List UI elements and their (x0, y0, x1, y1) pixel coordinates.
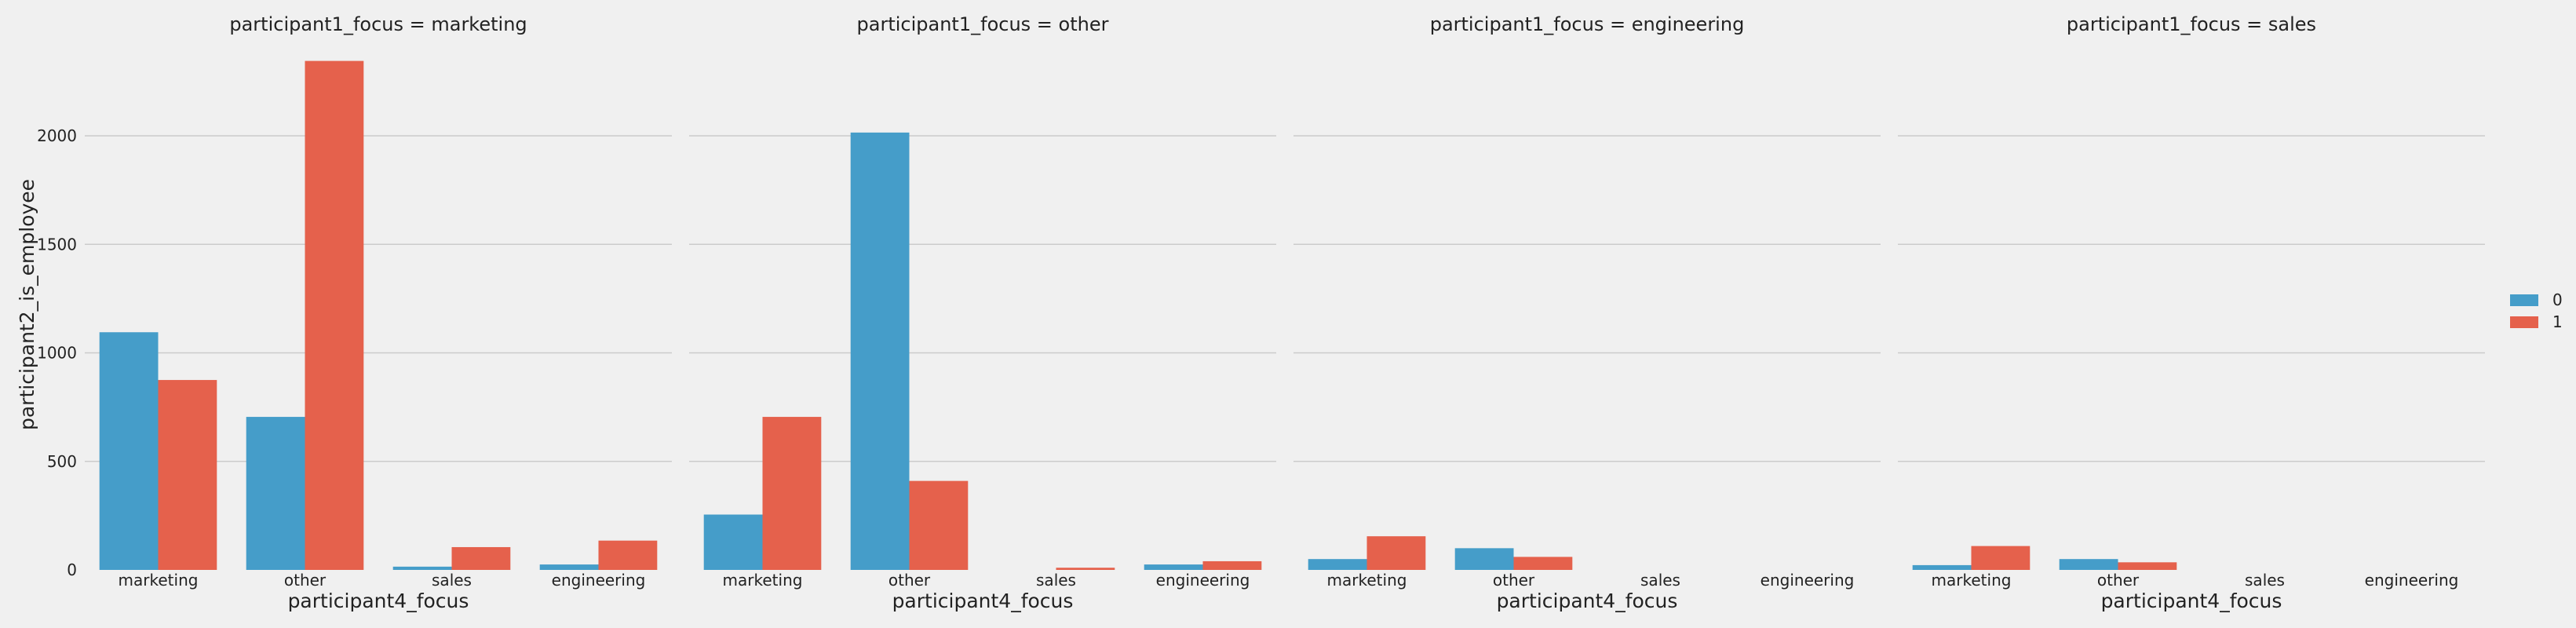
x-tick-label: engineering (1156, 571, 1250, 590)
bar (1144, 564, 1203, 570)
bar (2059, 559, 2118, 570)
x-tick-label: marketing (119, 571, 199, 590)
y-tick-label: 2000 (37, 126, 77, 145)
bar (158, 380, 217, 570)
bar (909, 480, 969, 570)
bar (1202, 560, 1262, 570)
x-tick-label: marketing (723, 571, 803, 590)
bar (1971, 546, 2031, 570)
bar (1513, 557, 1573, 570)
legend-label: 1 (2552, 312, 2563, 331)
legend-item: 1 (2510, 312, 2563, 331)
x-tick-label: other (284, 571, 327, 590)
x-tick-label: marketing (1327, 571, 1407, 590)
bar (392, 566, 452, 570)
bar (99, 332, 159, 570)
bar (1056, 568, 1115, 570)
y-axis-label: participant2_is_employee (16, 179, 38, 430)
x-axis-label: participant4_focus (1497, 590, 1678, 612)
x-tick-label: engineering (1761, 571, 1855, 590)
x-axis-label: participant4_focus (288, 590, 469, 612)
y-tick-label: 0 (67, 560, 77, 579)
bar (2118, 562, 2177, 570)
x-tick-label: other (1493, 571, 1535, 590)
bar (451, 546, 511, 570)
facet-panel: participant1_focus = other marketing other… (689, 13, 1276, 612)
x-tick-label: sales (2245, 571, 2285, 590)
x-tick-label: sales (1036, 571, 1076, 590)
y-tick-label: 500 (47, 452, 77, 471)
bar (539, 564, 599, 570)
bar (1454, 548, 1514, 570)
bar (762, 417, 822, 570)
facet-panel: participant1_focus = engineering marketin… (1293, 13, 1881, 612)
bar (246, 417, 305, 570)
legend-swatch (2510, 294, 2538, 306)
y-tick-label: 1500 (37, 235, 77, 254)
x-tick-label: marketing (1932, 571, 2012, 590)
legend: 01 (2510, 290, 2563, 331)
facet-panels: 0 500 1000 1500 2000 participant1_focus = mar… (37, 13, 2485, 612)
x-tick-label: other (888, 571, 931, 590)
facet-title: participant1_focus = engineering (1430, 13, 1745, 35)
x-tick-label: sales (1640, 571, 1680, 590)
bar (1366, 536, 1426, 570)
x-tick-label: engineering (552, 571, 646, 590)
legend-swatch (2510, 316, 2538, 328)
bar (598, 540, 658, 570)
legend-label: 0 (2552, 290, 2563, 309)
facet-title: participant1_focus = marketing (229, 13, 527, 35)
x-axis-label: participant4_focus (892, 590, 1074, 612)
bar (703, 514, 763, 570)
x-axis-label: participant4_focus (2101, 590, 2282, 612)
bar (305, 60, 364, 571)
x-tick-label: engineering (2365, 571, 2459, 590)
y-tick-label: 1000 (37, 344, 77, 363)
x-tick-label: other (2097, 571, 2140, 590)
facet-panel: 0 500 1000 1500 2000 participant1_focus = mar… (37, 13, 672, 612)
bar (850, 132, 910, 571)
bar (1912, 564, 1972, 570)
facet-title: participant1_focus = other (857, 13, 1109, 35)
facet-title: participant1_focus = sales (2067, 13, 2316, 35)
x-tick-label: sales (432, 571, 472, 590)
legend-item: 0 (2510, 290, 2563, 309)
facet-panel: participant1_focus = sales marketing other… (1898, 13, 2485, 612)
bar (1308, 559, 1367, 570)
